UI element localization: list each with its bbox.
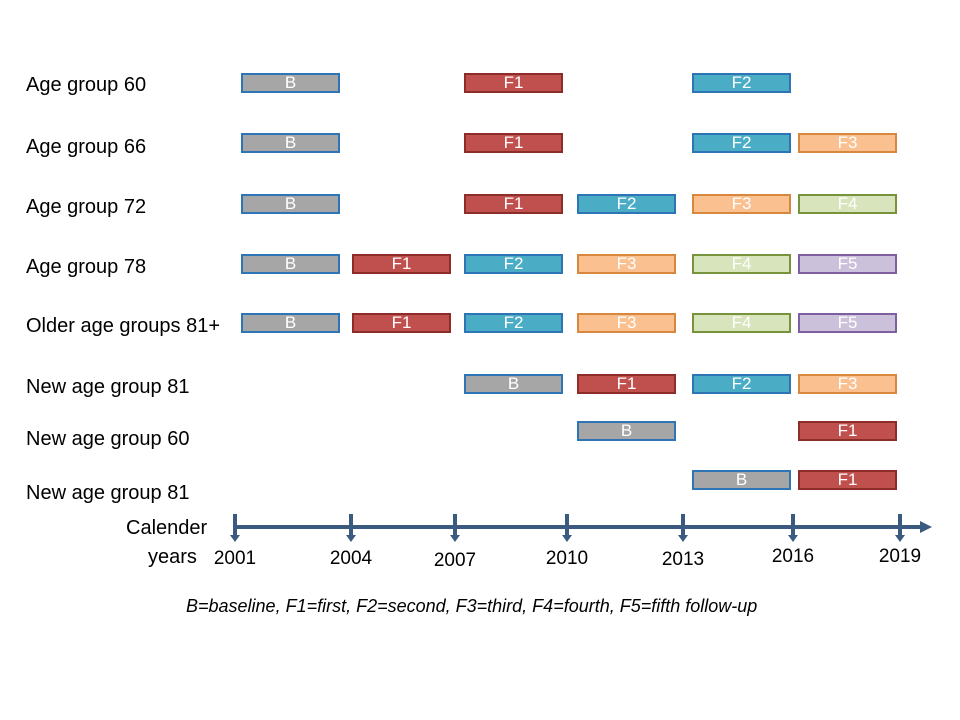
axis-tick-label: 2013: [661, 549, 705, 570]
phase-box-f3: F3: [798, 133, 897, 153]
phase-box-f3: F3: [692, 194, 791, 214]
phase-box-f2: F2: [464, 313, 563, 333]
phase-box-f3: F3: [798, 374, 897, 394]
phase-box-f1: F1: [577, 374, 676, 394]
axis-tick-arrow: [450, 535, 460, 542]
phase-box-f4: F4: [692, 313, 791, 333]
phase-box-b: B: [692, 470, 791, 490]
phase-box-f1: F1: [798, 470, 897, 490]
axis-tick-arrow: [895, 535, 905, 542]
phase-box-b: B: [241, 133, 340, 153]
phase-box-f3: F3: [577, 313, 676, 333]
legend-text: B=baseline, F1=first, F2=second, F3=thir…: [186, 596, 758, 616]
row-label: Age group 60: [26, 74, 147, 96]
axis-tick-label: 2016: [771, 546, 815, 567]
axis-ticks: [230, 514, 905, 542]
row-label: Older age groups 81+: [26, 315, 221, 337]
phase-box-f1: F1: [464, 73, 563, 93]
phase-box-f5: F5: [798, 313, 897, 333]
phase-box-f1: F1: [352, 254, 451, 274]
axis-title-line1: Calender: [126, 517, 208, 539]
phase-box-b: B: [241, 254, 340, 274]
row-label: Age group 78: [26, 256, 147, 278]
phase-box-b: B: [577, 421, 676, 441]
phase-box-b: B: [241, 313, 340, 333]
phase-box-b: B: [241, 194, 340, 214]
row-label: New age group 81: [26, 376, 190, 398]
phase-box-f1: F1: [352, 313, 451, 333]
axis-tick-label: 2004: [329, 548, 373, 569]
phase-box-f1: F1: [798, 421, 897, 441]
axis-arrowhead: [920, 521, 932, 533]
axis-tick-arrow: [346, 535, 356, 542]
axis-tick-label: 2010: [545, 548, 589, 569]
phase-box-f2: F2: [692, 374, 791, 394]
phase-box-b: B: [464, 374, 563, 394]
phase-box-f3: F3: [577, 254, 676, 274]
phase-box-f4: F4: [692, 254, 791, 274]
row-label: Age group 66: [26, 136, 147, 158]
phase-box-f1: F1: [464, 133, 563, 153]
axis-tick-label: 2001: [213, 548, 257, 569]
phase-box-f4: F4: [798, 194, 897, 214]
phase-box-f2: F2: [692, 133, 791, 153]
phase-box-f5: F5: [798, 254, 897, 274]
axis-tick-arrow: [788, 535, 798, 542]
axis-tick-label: 2019: [878, 546, 922, 567]
phase-box-f1: F1: [464, 194, 563, 214]
row-label: New age group 81: [26, 482, 190, 504]
phase-box-f2: F2: [464, 254, 563, 274]
row-label: New age group 60: [26, 428, 190, 450]
axis-tick-arrow: [678, 535, 688, 542]
row-label: Age group 72: [26, 196, 147, 218]
axis-tick-arrow: [562, 535, 572, 542]
axis-tick-label: 2007: [433, 550, 477, 571]
phase-box-f2: F2: [692, 73, 791, 93]
axis-tick-arrow: [230, 535, 240, 542]
phase-box-b: B: [241, 73, 340, 93]
phase-box-f2: F2: [577, 194, 676, 214]
axis-title-line2: years: [148, 546, 197, 568]
